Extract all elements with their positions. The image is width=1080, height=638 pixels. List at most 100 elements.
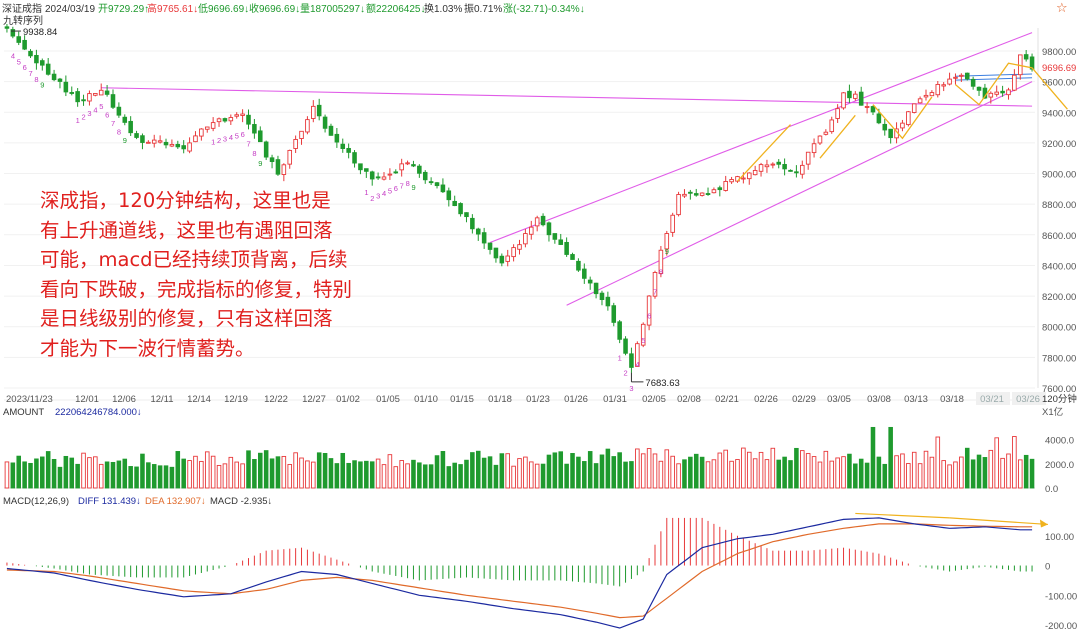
amount-bar [988, 449, 994, 489]
amount-bar [110, 461, 116, 489]
amount-bar [847, 453, 852, 489]
amount-bar [823, 450, 829, 489]
candle-body [587, 279, 593, 284]
indicator-name: 九转序列 [3, 14, 43, 27]
quote-turnover: 换1.03% [424, 2, 462, 15]
candle-body [635, 343, 640, 367]
date-tick-label: 2023/11/23 [6, 394, 53, 405]
amount-bar [440, 451, 446, 489]
candle-body [405, 162, 410, 165]
amount-bar [947, 464, 952, 489]
amount-bar [623, 461, 628, 489]
amount-bar [558, 451, 564, 489]
amount-bar [770, 447, 776, 489]
date-tick-label: 03/08 [867, 394, 891, 405]
amount-bar [693, 453, 699, 489]
amount-bar [434, 455, 440, 489]
candle-body [864, 106, 870, 108]
candle-body [841, 92, 846, 109]
quote-close: 收9696.69↓ [249, 2, 300, 15]
date-tick-label: 03/13 [904, 394, 928, 405]
amount-bar [381, 464, 387, 489]
amount-bar [116, 460, 122, 489]
candle-body [599, 292, 605, 300]
candle-body [340, 143, 346, 149]
candle-body [664, 233, 670, 250]
amount-bar [923, 450, 929, 489]
candle-body [1012, 74, 1017, 91]
candle-body [782, 164, 787, 170]
amount-bar [252, 459, 257, 489]
amount-bar [258, 452, 263, 489]
price-grid [4, 50, 1035, 389]
nine-turn-label: 7 [400, 181, 404, 190]
future-date-shade [1012, 392, 1046, 405]
candle-body [511, 247, 516, 258]
amount-bar [464, 459, 469, 489]
quote-volume: 量187005297↓ [300, 3, 365, 15]
amount-bar [475, 450, 481, 489]
amount-bar [682, 459, 687, 489]
candle-body [57, 78, 63, 82]
amount-bar [281, 455, 287, 489]
candle-body [540, 215, 546, 226]
nine-turn-label: 7 [653, 288, 657, 297]
nine-turn-label: 5 [17, 57, 21, 66]
amount-value: 22206424678​4.000↓ [55, 407, 142, 418]
amount-tick-label: 4000.0 [1045, 436, 1074, 447]
amount-label: AMOUNT [3, 407, 44, 418]
nine-turn-label: 1 [76, 116, 80, 125]
candle-body [746, 172, 752, 180]
candle-body [770, 163, 776, 166]
nine-turn-label: 4 [11, 51, 15, 60]
candle-body [281, 164, 287, 175]
amount-bar [1023, 454, 1029, 489]
amount-bar [4, 461, 10, 489]
candle-body [593, 282, 599, 295]
candle-body [564, 241, 569, 255]
quote-amount: 额22206425↓ [366, 2, 426, 15]
amount-bar [287, 464, 293, 489]
candle-body [505, 255, 510, 262]
amount-bar [28, 462, 33, 489]
candle-body [1006, 89, 1011, 96]
amount-bar [481, 457, 487, 489]
candle-body [328, 125, 334, 136]
amount-bar [982, 457, 988, 489]
candle-body [976, 86, 982, 91]
nine-turn-label: 2 [370, 194, 374, 203]
amount-bar [911, 451, 917, 489]
nine-turn-label: 8 [406, 179, 410, 188]
amount-bar [275, 456, 281, 489]
analysis-annotation: 深成指，120分钟结构，这里也是 有上升通道线，这里也有遇阻回落 可能，macd… [40, 189, 353, 360]
amount-bar [51, 458, 57, 489]
period-label: 120分钟 [1042, 393, 1077, 405]
price-y-axis: 9800.00 9600.00 9400.00 9200.00 9000.00 8800.… [1037, 28, 1076, 395]
amount-bar [63, 455, 69, 489]
date-tick-label: 01/05 [376, 394, 400, 405]
candle-body [45, 63, 51, 75]
candle-body [888, 128, 893, 139]
amount-bar [1000, 457, 1005, 489]
nine-turn-label: 4 [382, 189, 386, 198]
candle-body [570, 254, 575, 260]
candle-body [823, 131, 829, 135]
date-tick-label: 12/19 [224, 394, 248, 405]
nine-turn-label: 4 [93, 106, 97, 115]
nine-turn-label: 9 [40, 81, 44, 90]
amount-bar [794, 447, 799, 489]
candle-body [811, 143, 817, 154]
date-tick-label: 02/26 [754, 394, 778, 405]
candle-body [175, 143, 181, 148]
future-date-shade [976, 392, 1010, 405]
macd-label: MACD(12,26,9) [3, 496, 69, 507]
macd-panel: MACD(12,26,9) DIFF 131.439↓ DEA 132.907↓ MA… [3, 496, 1077, 632]
candle-body [169, 143, 175, 147]
nine-turn-label: 8 [34, 75, 38, 84]
amount-bar [906, 463, 911, 489]
candle-body [693, 193, 699, 196]
amount-bar [157, 465, 163, 489]
price-tick-label: 9000.00 [1042, 170, 1076, 181]
favorite-star-icon[interactable]: ☆ [1056, 0, 1068, 15]
amount-bar [552, 452, 558, 489]
